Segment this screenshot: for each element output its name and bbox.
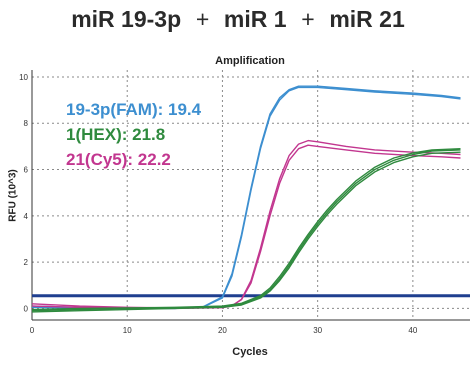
axes xyxy=(31,70,470,321)
series-lines xyxy=(31,85,461,313)
x-tick-label-2: 20 xyxy=(218,326,227,335)
x-tick-label-4: 40 xyxy=(408,326,417,335)
y-tick-label-4: 8 xyxy=(24,119,29,128)
headline-part-1: miR 19-3p xyxy=(71,6,182,32)
x-tick-label-1: 10 xyxy=(123,326,132,335)
chart-title: Amplification xyxy=(215,55,285,67)
y-tick-label-5: 10 xyxy=(19,73,28,82)
y-tick-label-0: 0 xyxy=(24,304,29,313)
y-axis-label: RFU (10^3) xyxy=(7,169,19,222)
headline-part-3: miR 21 xyxy=(329,6,405,32)
series-line-6 xyxy=(31,148,461,311)
headline-plus-2: + xyxy=(301,6,315,32)
ticks: 0 10 20 30 40 0 2 4 6 8 10 xyxy=(19,73,418,335)
y-tick-label-1: 2 xyxy=(24,258,29,267)
x-tick-label-0: 0 xyxy=(30,326,35,335)
legend-entry-2: 21(Cy5): 22.2 xyxy=(66,150,171,169)
y-tick-label-3: 6 xyxy=(24,166,29,175)
y-tick-label-2: 4 xyxy=(24,212,29,221)
x-axis-label: Cycles xyxy=(232,346,268,358)
headline-part-2: miR 1 xyxy=(223,6,287,32)
x-tick-label-3: 30 xyxy=(313,326,322,335)
headline-plus-1: + xyxy=(195,6,210,32)
legend-entry-1: 1(HEX): 21.8 xyxy=(66,125,166,144)
headline: miR 19-3p + miR 1 + miR 21 xyxy=(0,6,476,33)
legend-entry-0: 19-3p(FAM): 19.4 xyxy=(66,100,202,119)
